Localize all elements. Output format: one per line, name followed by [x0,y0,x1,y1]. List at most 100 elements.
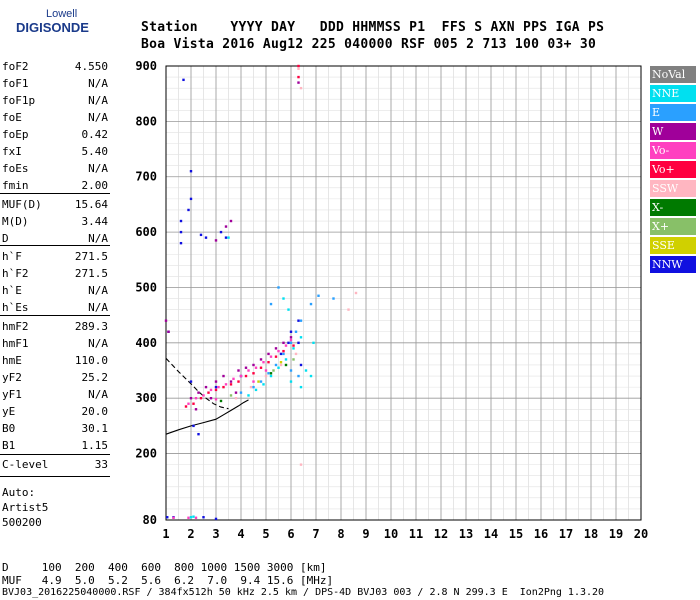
data-point [189,396,193,400]
param-name: h`F2 [2,267,29,280]
data-point [284,363,288,367]
data-point [332,297,335,300]
data-point [262,361,265,364]
plot-frame [165,65,642,521]
x-tick-label: 18 [584,527,598,541]
x-tick-label: 5 [262,527,269,541]
x-tick-label: 2 [187,527,194,541]
param-value: N/A [88,162,108,175]
data-point [192,402,195,405]
param-row: B1 1.15 [2,439,108,456]
data-point [292,347,295,350]
param-value: 25.2 [81,371,109,384]
x-tick-label: 4 [237,527,244,541]
x-tick-label: 13 [459,527,473,541]
data-point [207,391,210,394]
param-value: 33 [94,458,108,471]
param-value: N/A [88,232,108,245]
data-point [179,230,183,234]
data-point [202,394,205,397]
data-point [294,330,298,333]
param-name: MUF(D) [2,198,42,211]
data-point [199,396,203,400]
data-point [269,302,273,306]
param-divider [0,315,110,316]
param-row: hmE 110.0 [2,354,108,371]
data-point [282,341,285,345]
x-tick-label: 8 [337,527,344,541]
data-point [289,341,293,345]
data-point [252,372,255,375]
data-point [194,396,198,400]
data-point [287,341,290,345]
param-name: yF1 [2,388,22,401]
data-point [299,319,303,322]
param-name: B0 [2,422,16,435]
data-point [202,516,205,519]
y-tick-label: 600 [135,225,157,239]
param-row: foF1 N/A [2,77,108,94]
x-tick-label: 14 [484,527,498,541]
param-name: yE [2,405,16,418]
data-point [289,336,293,339]
param-name: fxI [2,145,22,158]
y-tick-label: 700 [135,170,157,184]
data-point [182,78,185,82]
param-name: foF1 [2,77,29,90]
y-tick-label: 80 [143,513,157,527]
data-point [197,432,200,436]
data-point [192,515,195,518]
data-point [267,372,270,375]
data-point [297,319,300,322]
param-row: fmin 2.00 [2,179,108,196]
param-name: foF2 [2,60,29,73]
data-point [189,197,193,201]
data-point [229,380,233,383]
param-name: hmF1 [2,337,29,350]
auto-algorithm: Artist5 [2,501,49,514]
data-point [259,380,263,383]
param-value: 30.1 [81,422,109,435]
data-point [269,355,273,358]
data-point [267,352,270,356]
data-point [214,388,218,392]
param-divider [0,193,110,194]
param-name: foEs [2,162,29,175]
data-point [297,374,300,378]
data-point [279,361,283,364]
data-point [187,208,190,212]
param-value: N/A [88,388,108,401]
param-value: N/A [88,301,108,314]
y-tick-label: 400 [135,336,157,350]
data-point [214,385,218,389]
data-point [287,308,290,311]
param-row: D N/A [2,232,108,249]
param-row: foEs N/A [2,162,108,179]
x-tick-label: 3 [212,527,219,541]
data-point [254,366,258,369]
y-tick-label: 900 [135,59,157,73]
param-value: 110.0 [74,354,108,367]
param-name: foE [2,111,22,124]
data-point [234,391,238,394]
param-name: M(D) [2,215,29,228]
fit-curve [165,357,229,410]
data-point [274,355,278,358]
legend-item: E [650,104,696,121]
param-row: h`E N/A [2,284,108,301]
y-tick-label: 200 [135,447,157,461]
y-tick-label: 800 [135,114,157,128]
param-name: B1 [2,439,16,452]
param-row: foE N/A [2,111,108,128]
data-point [274,347,278,350]
data-point [229,394,233,397]
x-tick-label: 10 [384,527,398,541]
legend-item: Vo+ [650,161,696,178]
data-point [237,369,240,372]
data-point [294,352,298,356]
data-point [194,408,198,411]
param-name: hmE [2,354,22,367]
logo-line2: DIGISONDE [16,20,89,35]
data-point [199,233,203,237]
